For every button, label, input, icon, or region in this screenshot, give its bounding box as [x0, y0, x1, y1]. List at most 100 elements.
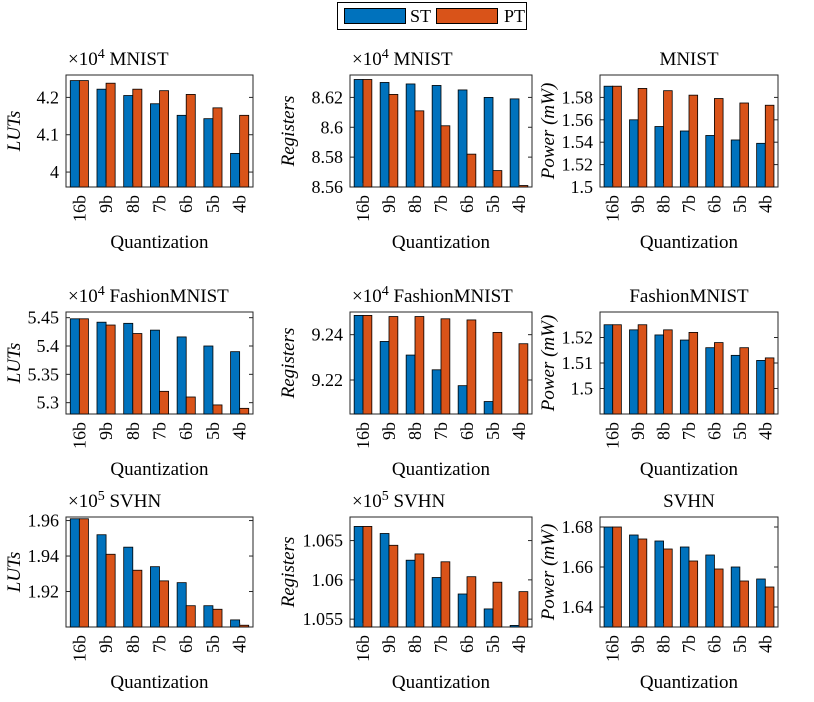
chart-9: 1.64 1.66 1.68 16b 9b 8b 7b 6b 5b 4b Quantization P… — [538, 491, 779, 693]
x-tick-label: 4b — [230, 422, 250, 440]
y-tick-label: 1.055 — [303, 609, 344, 629]
bar-st-7b — [679, 546, 690, 628]
x-tick-label: 4b — [230, 195, 250, 213]
y-tick-label: 9.24 — [312, 325, 344, 345]
x-axis-label: Quantization — [392, 672, 491, 693]
bar-st-16b — [353, 79, 364, 188]
x-tick-label: 16b — [603, 422, 623, 449]
bar-pt-9b — [637, 88, 648, 188]
bar-pt-6b — [185, 94, 196, 188]
y-tick-label: 1.56 — [562, 110, 594, 130]
bar-st-7b — [150, 103, 160, 188]
title-with-exponent: ×104 FashionMNIST — [68, 284, 229, 307]
bar-pt-9b — [637, 538, 648, 628]
bar-st-9b — [96, 88, 107, 188]
y-tick-label: 1.64 — [562, 597, 594, 617]
bar-pt-5b — [212, 608, 223, 628]
x-tick-label: 6b — [176, 422, 196, 440]
x-tick-label: 4b — [755, 195, 775, 213]
x-tick-label: 4b — [755, 635, 775, 653]
y-tick-label: 8.62 — [312, 87, 344, 107]
x-axis-label: Quantization — [110, 232, 209, 253]
x-tick-label: 6b — [457, 422, 477, 440]
bar-st-4b — [509, 98, 520, 188]
bar-st-5b — [730, 354, 741, 415]
y-tick-label: 1.66 — [562, 557, 594, 577]
x-tick-label: 6b — [176, 195, 196, 213]
x-axis-label: Quantization — [110, 459, 209, 480]
bar-st-16b — [603, 85, 614, 188]
legend: ST PT — [337, 2, 527, 30]
bar-pt-8b — [132, 333, 143, 415]
bar-st-16b — [603, 324, 614, 415]
x-tick-label: 5b — [483, 635, 503, 653]
bar-st-6b — [705, 347, 715, 415]
bar-st-8b — [123, 322, 134, 415]
title-with-exponent: ×104 MNIST — [68, 47, 169, 70]
bar-pt-7b — [688, 331, 699, 415]
bar-pt-6b — [185, 396, 196, 415]
x-tick-label: 6b — [176, 635, 196, 653]
bar-st-16b — [69, 518, 80, 628]
bar-st-4b — [756, 578, 766, 628]
bar-st-5b — [730, 139, 741, 188]
bar-pt-4b — [764, 357, 775, 415]
bar-st-4b — [756, 142, 766, 188]
bar-pt-7b — [688, 94, 699, 188]
bar-st-5b — [203, 605, 214, 628]
bar-st-5b — [203, 345, 214, 415]
bar-pt-7b — [440, 125, 451, 188]
x-tick-label: 16b — [69, 195, 89, 222]
bar-st-7b — [431, 85, 442, 188]
y-tick-label: 5.4 — [37, 336, 60, 356]
y-tick-label: 5.45 — [28, 308, 60, 328]
bar-pt-9b — [637, 324, 648, 415]
title-with-exponent: ×104 FashionMNIST — [352, 284, 513, 307]
bar-st-7b — [431, 369, 442, 415]
bar-st-16b — [69, 80, 80, 188]
bar-st-16b — [353, 314, 364, 415]
bar-st-9b — [629, 534, 639, 628]
bar-pt-16b — [612, 85, 622, 188]
y-axis-label: Registers — [278, 537, 299, 609]
bar-st-6b — [176, 336, 187, 415]
bar-pt-6b — [185, 605, 196, 628]
bar-st-8b — [123, 546, 134, 628]
bar-pt-16b — [78, 518, 89, 628]
x-tick-label: 4b — [230, 635, 250, 653]
y-tick-label: 1.51 — [562, 353, 594, 373]
legend-label-st: ST — [410, 6, 432, 26]
bar-pt-8b — [132, 569, 143, 628]
y-axis-label: LUTs — [4, 111, 25, 153]
bar-st-9b — [629, 329, 639, 415]
bar-pt-5b — [492, 581, 503, 628]
bar-pt-7b — [159, 90, 169, 188]
bar-pt-4b — [764, 586, 775, 628]
bar-st-16b — [69, 318, 80, 415]
y-axis-label: Registers — [278, 328, 299, 400]
bar-pt-16b — [612, 526, 622, 628]
x-tick-label: 7b — [431, 422, 451, 440]
x-tick-label: 9b — [379, 422, 399, 440]
x-tick-label: 16b — [353, 635, 373, 662]
x-tick-label: 6b — [704, 195, 724, 213]
bar-st-8b — [654, 540, 664, 628]
bar-pt-8b — [414, 553, 425, 628]
bar-pt-4b — [239, 114, 250, 188]
y-tick-label: 1.94 — [28, 546, 60, 566]
bar-st-6b — [457, 89, 468, 188]
bar-pt-9b — [388, 544, 399, 628]
bar-st-9b — [96, 534, 107, 628]
x-tick-label: 4b — [509, 635, 529, 653]
bar-pt-16b — [362, 79, 373, 188]
x-tick-label: 7b — [679, 635, 699, 653]
y-tick-label: 8.6 — [321, 117, 344, 137]
bar-st-9b — [379, 82, 390, 188]
x-tick-label: 16b — [603, 195, 623, 222]
y-tick-label: 5.35 — [28, 364, 60, 384]
title-with-exponent: ×105 SVHN — [68, 489, 161, 512]
bar-pt-9b — [388, 316, 399, 415]
x-tick-label: 8b — [123, 635, 143, 653]
y-tick-label: 1.5 — [571, 177, 594, 197]
x-tick-label: 4b — [509, 422, 529, 440]
